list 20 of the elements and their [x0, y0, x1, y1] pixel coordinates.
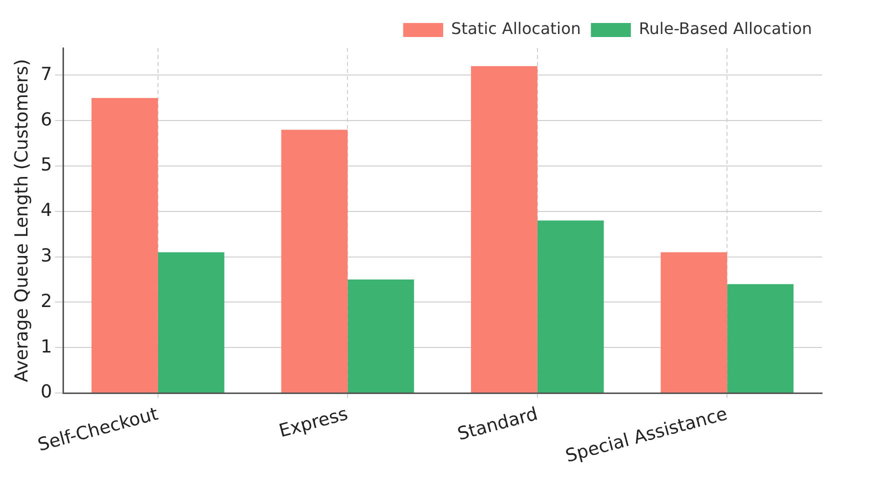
- bar: [348, 280, 414, 393]
- y-tick-label: 3: [40, 246, 52, 267]
- y-tick-label: 0: [40, 382, 52, 403]
- y-axis-title: Average Queue Length (Customers): [11, 58, 32, 382]
- bar: [537, 220, 604, 393]
- bar: [660, 252, 728, 393]
- bar: [158, 252, 224, 393]
- bar: [92, 98, 158, 393]
- x-tick-label: Express: [276, 404, 350, 442]
- legend-label: Rule-Based Allocation: [638, 19, 812, 38]
- y-tick-label: 4: [40, 200, 52, 222]
- y-tick-label: 7: [40, 64, 52, 85]
- bar: [727, 284, 794, 393]
- bar: [281, 130, 348, 393]
- y-tick-label: 6: [40, 109, 52, 130]
- legend-label: Static Allocation: [451, 19, 581, 38]
- y-tick-label: 2: [40, 290, 52, 312]
- bar: [470, 66, 538, 393]
- y-tick-label: 5: [40, 154, 52, 176]
- y-tick-label: 1: [40, 336, 52, 358]
